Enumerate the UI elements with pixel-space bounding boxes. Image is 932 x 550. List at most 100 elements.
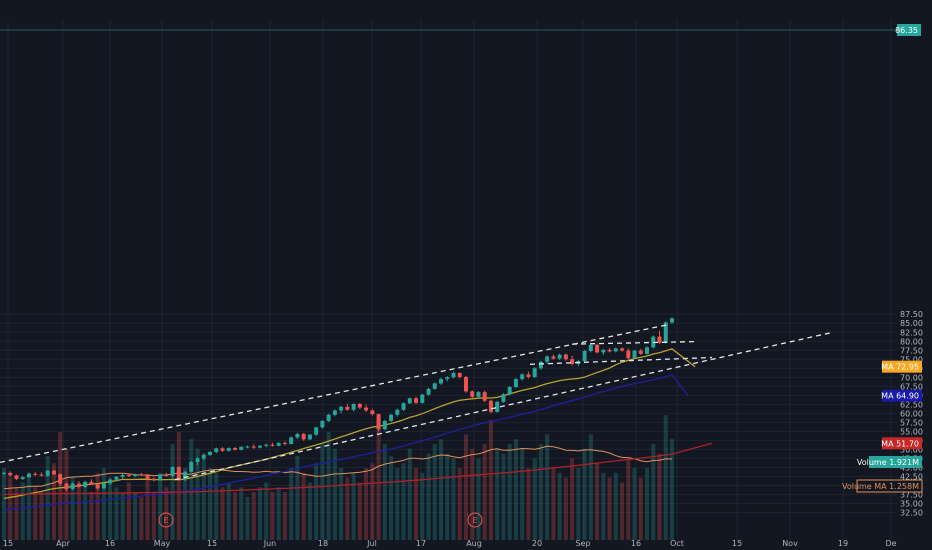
candle-body: [108, 479, 113, 484]
x-tick-label: May: [154, 539, 171, 548]
candle-body: [270, 444, 275, 446]
candle-body: [645, 347, 650, 354]
candle-body: [389, 414, 394, 421]
volume-bar: [208, 468, 213, 540]
candle-body: [357, 403, 362, 408]
candle-up: [389, 413, 394, 423]
candle-down: [570, 355, 575, 366]
channel-lower-line: [174, 331, 834, 481]
candle-up: [120, 473, 125, 479]
candle-down: [64, 482, 69, 492]
ma-badge: MA 72.95: [881, 360, 922, 373]
candle-down: [357, 402, 362, 410]
candle-up: [245, 445, 250, 449]
candle-body: [232, 447, 237, 450]
candle-body: [601, 349, 606, 353]
candle-body: [195, 458, 200, 463]
candle-body: [382, 420, 387, 430]
candle-body: [145, 474, 150, 479]
volume-bar: [607, 477, 612, 540]
candle-body: [513, 379, 518, 388]
candle-body: [70, 483, 75, 490]
ma-badge-box: [882, 389, 922, 402]
candle-up: [332, 409, 337, 417]
candle-body: [495, 401, 500, 412]
candle-down: [39, 472, 44, 477]
y-tick-label: 62.50: [900, 400, 923, 409]
volume-bar: [563, 477, 568, 540]
candle-body: [8, 472, 13, 476]
candle-body: [208, 451, 213, 455]
candle-up: [183, 471, 188, 482]
candle-up: [289, 436, 294, 445]
candle-body: [239, 446, 244, 450]
candle-body: [488, 400, 493, 412]
volume-badge: Volume 1.921M: [857, 456, 922, 468]
volume-bars: [2, 415, 674, 540]
candle-down: [482, 390, 487, 403]
y-tick-label: 50.00: [900, 445, 923, 454]
volume-bar: [314, 463, 319, 540]
candle-body: [114, 476, 119, 480]
candle-up: [264, 443, 269, 448]
candle-body: [426, 388, 431, 395]
ma-badge-box: [882, 360, 922, 373]
ma-line-mid: [3, 374, 689, 511]
candle-up: [532, 367, 537, 379]
time-axis[interactable]: 15 Apr 16 May 15 Jun 18 Jul 17 Aug 20 Sep 16 Oct 15 Nov…: [3, 539, 897, 548]
candle-body: [307, 434, 312, 440]
ma-badge-text: MA 51.70: [881, 439, 919, 448]
candle-body: [638, 350, 643, 354]
volume-bar: [245, 496, 250, 540]
volume-bar: [420, 472, 425, 540]
candle-down: [126, 473, 131, 478]
candle-up: [513, 378, 518, 388]
candle-down: [164, 472, 169, 477]
candle-body: [151, 478, 156, 481]
volume-bar: [588, 434, 593, 540]
volume-bar: [251, 492, 256, 540]
volume-bar: [582, 448, 587, 540]
volume-bar: [164, 487, 169, 540]
candle-body: [420, 394, 425, 403]
candle-body: [588, 344, 593, 351]
ma-badge-box: [882, 437, 922, 450]
candle-body: [189, 462, 194, 472]
volume-bar: [114, 487, 119, 540]
candle-up: [70, 482, 75, 491]
candle-up: [439, 377, 444, 385]
ma-badge: MA 51.70: [881, 437, 922, 450]
volume-bar: [520, 448, 525, 540]
candle-up: [538, 360, 543, 370]
candle-up: [545, 355, 550, 364]
volume-bar: [526, 468, 531, 540]
candle-body: [582, 350, 587, 362]
candle-body: [457, 372, 462, 377]
candle-down: [595, 343, 600, 354]
y-tick-label: 82.50: [900, 328, 923, 337]
candle-down: [89, 479, 94, 486]
volume-ma-badge: Volume MA 1.258M: [842, 479, 923, 493]
candle-down: [414, 396, 419, 405]
candle-up: [307, 433, 312, 441]
volume-bar: [95, 472, 100, 540]
candle-up: [295, 432, 300, 439]
volume-bar: [407, 448, 412, 540]
x-tick-label: 20: [532, 539, 542, 548]
candle-up: [632, 349, 637, 360]
y-tick-label: 85.00: [900, 319, 923, 328]
x-tick-label: Jul: [366, 539, 377, 548]
candle-up: [339, 405, 344, 414]
x-tick-label: Nov: [782, 539, 798, 548]
candle-body: [538, 361, 543, 369]
volume-bar: [626, 458, 631, 540]
volume-bar: [457, 468, 462, 540]
candle-body: [295, 433, 300, 438]
candle-down: [657, 330, 662, 345]
volume-bar: [51, 463, 56, 540]
ma-line-long: [3, 442, 713, 496]
candle-body: [83, 481, 88, 487]
volume-bar: [507, 444, 512, 540]
candle-body: [626, 350, 631, 359]
